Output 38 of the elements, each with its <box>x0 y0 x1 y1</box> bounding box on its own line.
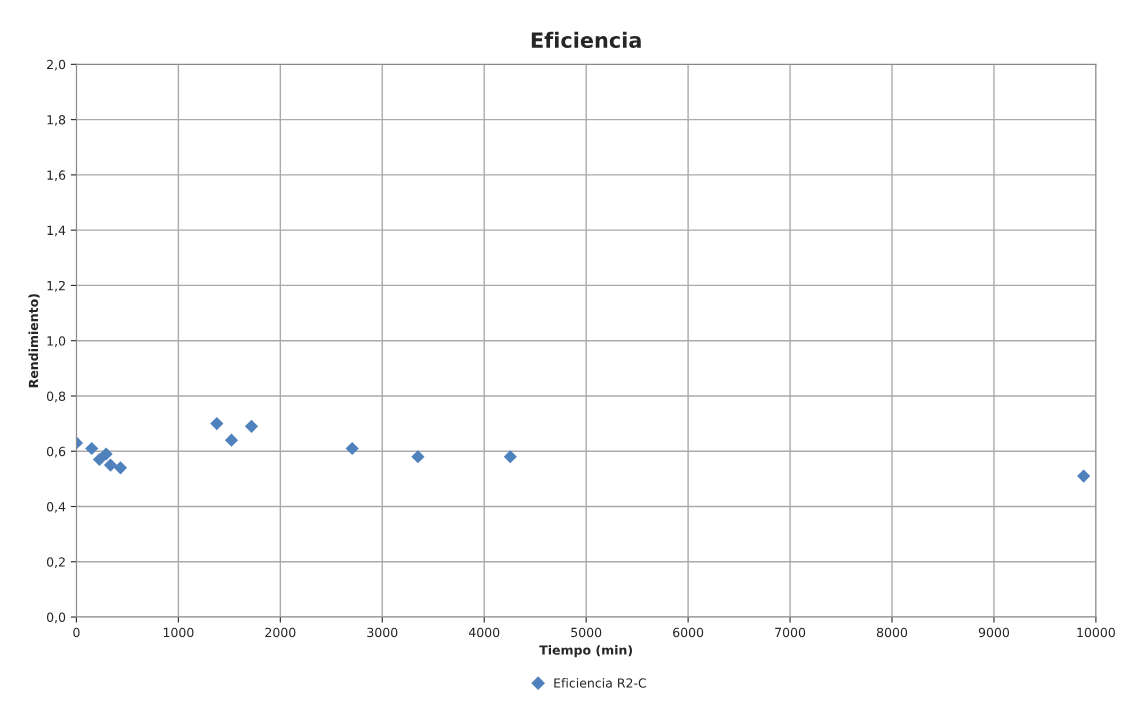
x-tick-label: 0 <box>73 627 80 638</box>
chart-title: Eficiencia <box>531 31 641 48</box>
y-tick-label: 0,4 <box>46 501 66 513</box>
point <box>210 417 224 431</box>
point <box>244 419 259 433</box>
x-tick-label: 3000 <box>367 627 398 638</box>
x-tick-label: 10000 <box>1077 627 1115 638</box>
x-tick-label: 4000 <box>468 627 500 638</box>
y-tick-label: 0,0 <box>46 612 66 624</box>
y-tick-label: 0,2 <box>46 557 65 568</box>
y-tick-label: 1,2 <box>47 280 65 292</box>
point <box>85 441 99 456</box>
point <box>113 461 128 475</box>
y-axis-title: Rendimiento) <box>28 294 40 388</box>
x-axis-title: Tiempo (min) <box>539 645 633 658</box>
y-tick-label: 0,6 <box>46 446 66 458</box>
x-tick-label: 9000 <box>978 627 1010 638</box>
y-tick-label: 2,0 <box>47 59 66 71</box>
point <box>411 450 425 464</box>
x-tick-label: 6000 <box>673 627 704 638</box>
point <box>99 447 113 461</box>
point <box>345 441 359 456</box>
x-tick-label: 8000 <box>876 627 908 638</box>
y-tick-label: 1,6 <box>47 170 66 182</box>
y-tick-label: 1,4 <box>47 225 66 237</box>
y-tick-label: 0,8 <box>46 391 66 403</box>
legend-label: Eficiencia R2-C <box>554 678 647 688</box>
x-tick-label: 7000 <box>775 627 806 638</box>
point <box>1077 469 1091 483</box>
point <box>503 450 517 464</box>
point <box>224 433 239 447</box>
x-tick-label: 5000 <box>571 627 602 638</box>
point <box>92 452 107 467</box>
y-tick-label: 1,8 <box>47 115 66 126</box>
point <box>103 458 118 472</box>
x-tick-label: 2000 <box>265 627 296 638</box>
y-tick-label: 1,0 <box>47 336 66 347</box>
x-tick-label: 1000 <box>163 627 194 638</box>
